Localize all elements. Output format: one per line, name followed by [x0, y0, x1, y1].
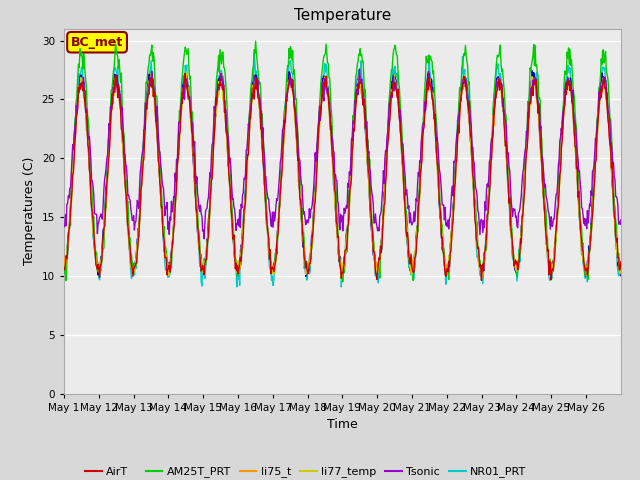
- Text: BC_met: BC_met: [71, 36, 123, 49]
- Y-axis label: Temperatures (C): Temperatures (C): [23, 157, 36, 265]
- Title: Temperature: Temperature: [294, 9, 391, 24]
- Legend: AirT, li75_t, AM25T_PRT, li75_t, li77_temp, Tsonic, NR01_PRT: AirT, li75_t, AM25T_PRT, li75_t, li77_te…: [81, 462, 531, 480]
- X-axis label: Time: Time: [327, 418, 358, 431]
